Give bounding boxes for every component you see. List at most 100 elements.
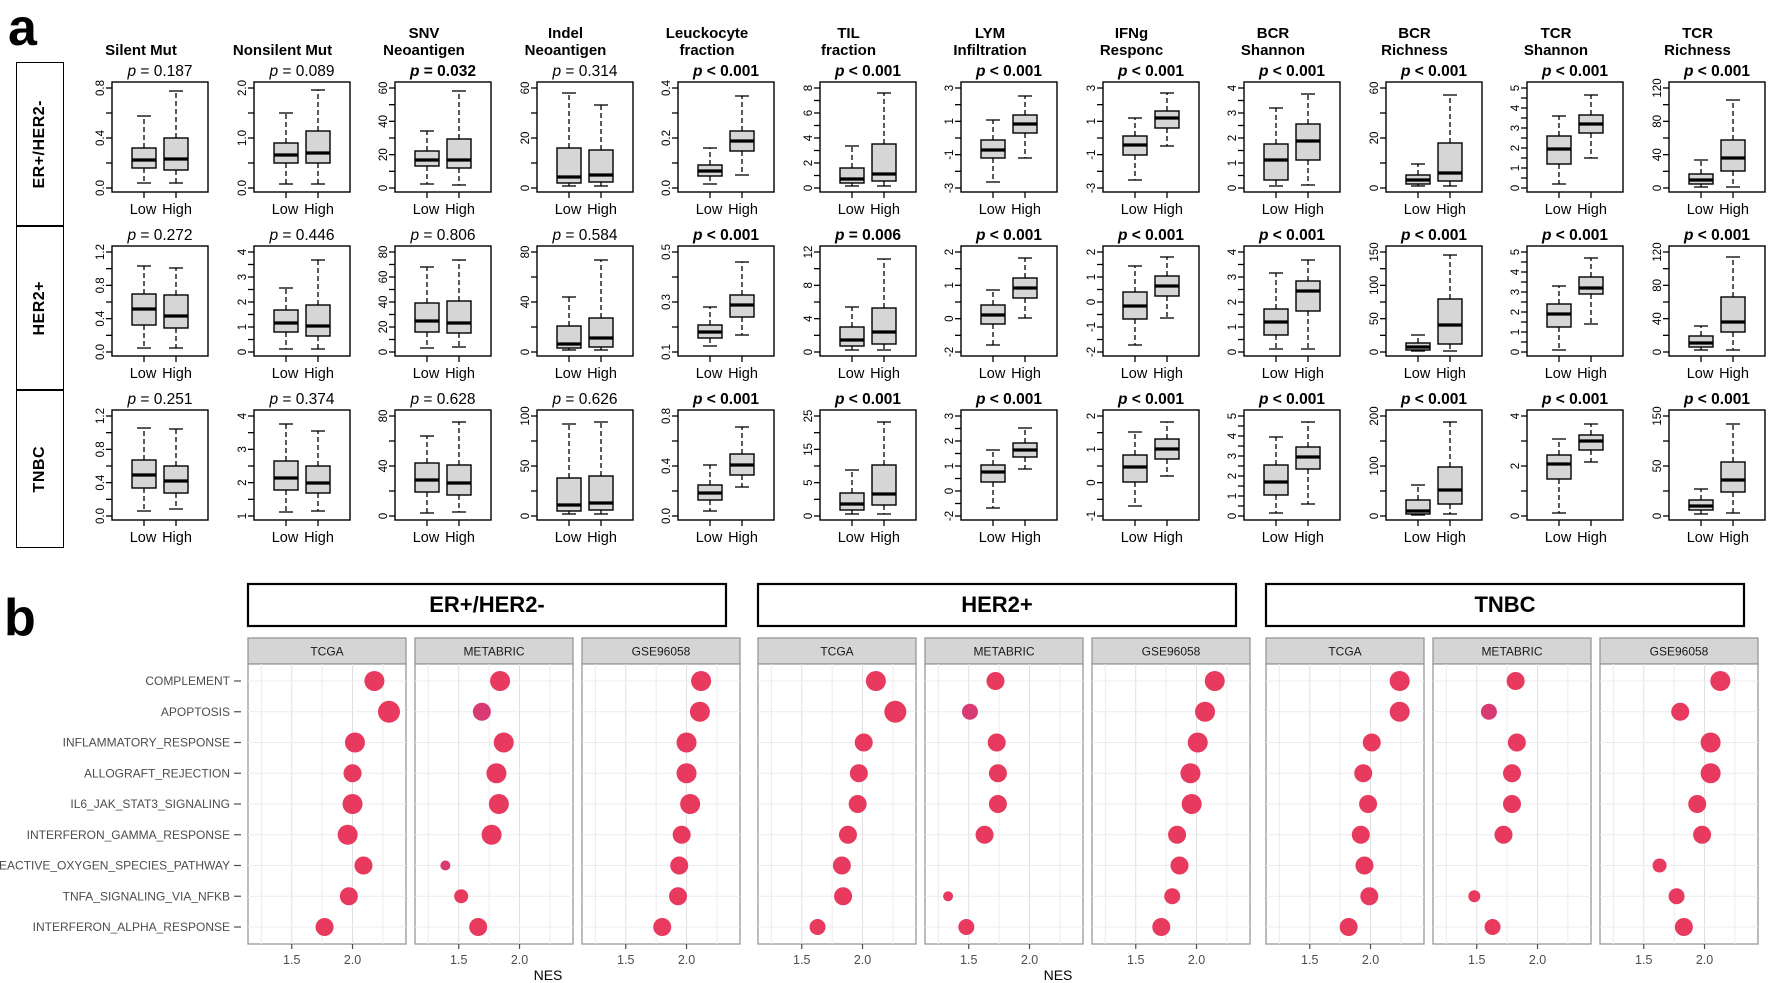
nes-dot: [1152, 918, 1171, 936]
y-tick-label: 100: [1369, 456, 1381, 475]
boxplot-cell: p = 0.374 1 2 3 4 Low High: [237, 391, 351, 546]
y-tick-label: 5: [803, 479, 815, 485]
box-iqr: [838, 492, 865, 511]
p-value: p = 0.272: [126, 227, 192, 244]
y-tick-label: 0.0: [661, 180, 673, 196]
facet-strip: [1599, 637, 1759, 665]
y-tick-label: 80: [378, 246, 390, 259]
boxplot-cell: p = 0.032 0 20 40 60 Low High: [378, 63, 492, 218]
p-value: p < 0.001: [975, 391, 1042, 408]
boxplot-cell: p < 0.001 0 50 100 150 Low High: [1369, 227, 1483, 382]
x-category-label: Low: [554, 202, 581, 218]
group-title-box: [1264, 582, 1746, 628]
nes-dot: [486, 763, 507, 784]
x-category-label: High: [1719, 202, 1749, 218]
y-tick-label: 4: [803, 315, 815, 322]
plot-frame: [394, 81, 492, 193]
x-category-label: High: [728, 202, 758, 218]
facet-strip-label: GSE96058: [632, 645, 691, 659]
column-title: TCR Richness: [1627, 2, 1769, 60]
y-tick-label: 3: [237, 446, 249, 452]
boxplot-cell: p = 0.251 0.0 0.4 0.8 1.2 Low High: [95, 391, 209, 546]
y-tick-label: 0.3: [661, 294, 673, 310]
y-tick-label: 0: [803, 349, 815, 355]
plot-frame: [1101, 81, 1200, 193]
y-tick-label: 5: [1510, 85, 1522, 91]
x-tick-label: 2.0: [511, 953, 528, 967]
column-title-line: Silent Mut: [105, 42, 177, 60]
p-value: p = 0.584: [551, 227, 617, 244]
y-tick-label: -1: [1086, 150, 1098, 160]
group-title-box: [246, 582, 728, 628]
nes-dot: [1180, 763, 1201, 784]
pathway-label: INTERFERON_GAMMA_RESPONSE: [27, 828, 230, 842]
column-title-line: SNV: [408, 24, 440, 42]
boxplot-cell: p = 0.446 0 1 2 3 4 Low High: [237, 227, 351, 382]
y-tick-label: 3: [944, 413, 956, 419]
y-tick-label: 0.4: [661, 457, 673, 474]
boxplot-cell: p < 0.001 0.0 0.4 0.8 Low High: [661, 391, 775, 546]
facet-strip: [414, 637, 574, 665]
y-tick-label: 2: [944, 249, 956, 255]
y-tick-label: 0.0: [237, 180, 249, 196]
y-tick-label: 1: [1086, 446, 1098, 452]
y-tick-label: 1: [1510, 329, 1522, 335]
x-category-label: High: [1577, 366, 1607, 382]
nes-dot: [653, 918, 672, 936]
y-tick-label: 3: [237, 274, 249, 280]
p-value: p < 0.001: [1400, 63, 1467, 80]
x-category-label: High: [162, 530, 192, 546]
pathway-label: IL6_JAK_STAT3_SIGNALING: [70, 797, 230, 811]
x-category-label: High: [728, 366, 758, 382]
y-tick-label: 0.0: [95, 508, 107, 524]
plot-frame: [960, 81, 1058, 193]
y-tick-label: 4: [1510, 412, 1522, 419]
nes-dot: [1503, 764, 1521, 783]
y-tick-label: 80: [1652, 279, 1664, 292]
box-iqr: [446, 464, 472, 496]
nes-dot: [1354, 764, 1373, 783]
x-category-label: High: [1153, 530, 1183, 546]
box-iqr: [1295, 280, 1321, 312]
y-tick-label: 0: [1227, 349, 1239, 355]
boxplot-cell: p = 0.089 0.0 1.0 2.0 Low High: [237, 63, 351, 218]
column-title-line: Nonsilent Mut: [232, 42, 333, 60]
box-iqr: [587, 317, 614, 348]
nes-dot: [849, 764, 868, 783]
p-value: p < 0.001: [692, 63, 759, 80]
x-category-label: Low: [130, 366, 157, 382]
boxplot-cell: p = 0.187 0.0 0.4 0.8 Low High: [95, 63, 209, 218]
y-tick-label: 0.2: [661, 130, 673, 146]
p-value: p = 0.251: [126, 391, 192, 408]
p-value: p < 0.001: [1400, 227, 1467, 244]
p-value: p < 0.001: [1400, 391, 1467, 408]
boxplot-cell: p < 0.001 0 1 2 3 4 5 Low High: [1510, 63, 1624, 218]
column-title: Nonsilent Mut: [212, 2, 354, 60]
y-tick-label: 0: [1369, 513, 1381, 519]
y-tick-label: 4: [1227, 248, 1239, 255]
plot-frame: [677, 245, 775, 357]
nes-dot: [961, 703, 978, 720]
plot-frame: [818, 409, 917, 521]
y-tick-label: 1: [944, 282, 956, 288]
y-tick-label: 0: [1510, 349, 1522, 355]
nes-dot: [1164, 888, 1181, 905]
nes-dot: [1480, 703, 1497, 720]
x-category-label: High: [1577, 202, 1607, 218]
panel-a-label: a: [8, 0, 37, 57]
y-tick-label: 8: [803, 85, 815, 91]
p-value: p = 0.089: [268, 63, 334, 80]
y-tick-label: 0.0: [95, 344, 107, 360]
y-tick-label: 4: [1227, 432, 1239, 439]
y-tick-label: 0.1: [661, 344, 673, 360]
p-value: p = 0.032: [409, 63, 476, 80]
box-iqr: [587, 149, 614, 183]
plot-frame: [818, 245, 917, 357]
column-title-line: fraction: [679, 42, 735, 60]
p-value: p < 0.001: [1541, 63, 1608, 80]
facet-strip: [1432, 637, 1592, 665]
x-category-label: Low: [1120, 366, 1147, 382]
x-category-label: High: [1011, 530, 1041, 546]
y-tick-label: 0: [520, 185, 532, 191]
y-tick-label: 2: [1227, 299, 1239, 305]
